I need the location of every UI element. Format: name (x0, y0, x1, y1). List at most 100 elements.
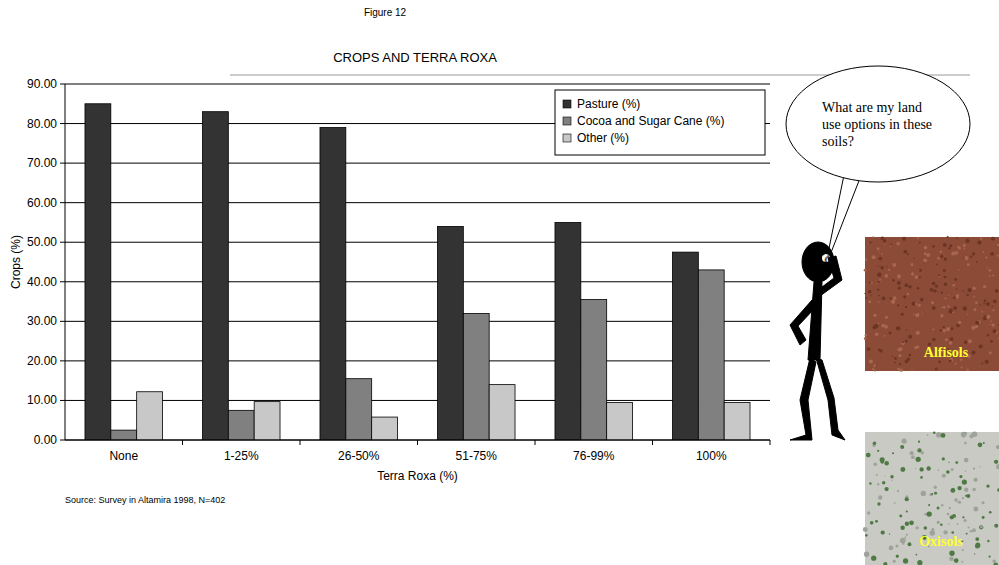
grain (882, 296, 886, 300)
plant (957, 523, 959, 525)
grain (916, 331, 920, 335)
plant (877, 483, 879, 485)
grain (976, 261, 978, 263)
y-tick-label: 90.00 (27, 77, 57, 91)
plant (876, 474, 877, 475)
plant (931, 528, 934, 531)
grain (943, 243, 947, 247)
grain (971, 326, 975, 330)
plant (989, 511, 992, 514)
grain (968, 339, 972, 343)
tick-mark (60, 321, 65, 322)
bubble-text: What are my landuse options in thesesoil… (822, 100, 932, 149)
grain (870, 295, 872, 297)
grain (991, 305, 993, 307)
plant (878, 495, 882, 499)
bubble-line: soils? (822, 134, 854, 149)
grain (897, 274, 901, 278)
grain (942, 329, 946, 333)
plant (903, 558, 908, 563)
grain (905, 360, 909, 364)
grain (937, 257, 940, 260)
y-tick-label: 30.00 (27, 314, 57, 328)
plant (948, 462, 949, 463)
grain (981, 311, 983, 313)
grain (884, 274, 888, 278)
grain (914, 275, 918, 279)
plant (974, 553, 975, 554)
plant (883, 562, 887, 565)
plant (987, 540, 989, 542)
plant (937, 507, 940, 510)
plant (866, 453, 871, 458)
x-tick-mark (417, 440, 418, 445)
grain (949, 244, 952, 247)
grain (953, 297, 955, 299)
grain (986, 302, 990, 306)
grain (973, 296, 975, 298)
background (0, 0, 999, 565)
plant (873, 442, 876, 445)
grain (940, 314, 943, 317)
bar (85, 104, 111, 440)
grain (891, 300, 895, 304)
bar (724, 402, 750, 440)
plant (906, 510, 908, 512)
grain (958, 269, 959, 270)
grain (956, 324, 959, 327)
plant (942, 474, 946, 478)
x-tick-label: 100% (696, 449, 727, 463)
grain (890, 243, 892, 245)
grain (878, 251, 879, 252)
grain (872, 236, 874, 238)
grid-line (65, 84, 770, 85)
photo-bg (865, 432, 999, 565)
grain (878, 323, 880, 325)
tick-mark (60, 281, 65, 282)
grain (963, 257, 965, 259)
grain (892, 356, 893, 357)
plant (975, 543, 980, 548)
plant (920, 451, 924, 455)
grain (952, 312, 954, 314)
plant (933, 431, 936, 434)
plant (961, 432, 967, 438)
plant (905, 522, 909, 526)
grain (957, 246, 959, 248)
grain (897, 348, 901, 352)
plant (973, 468, 975, 470)
grain (985, 256, 987, 258)
plant (902, 542, 904, 544)
x-tick-mark (182, 440, 183, 445)
grain (886, 266, 887, 267)
grain (952, 284, 955, 287)
legend-swatch (563, 100, 571, 108)
plant (954, 558, 959, 563)
plant (965, 471, 966, 472)
grain (950, 311, 951, 312)
grain (874, 324, 878, 328)
grain (898, 347, 902, 351)
plant (994, 460, 998, 464)
plant (964, 458, 969, 463)
grain (873, 314, 876, 317)
grain (932, 282, 936, 286)
grain (991, 323, 994, 326)
grain (941, 292, 943, 294)
plant (964, 442, 967, 445)
plant (993, 563, 998, 565)
grain (991, 237, 995, 241)
grain (987, 267, 988, 268)
plant (889, 546, 894, 551)
grain (935, 284, 938, 287)
plant (873, 462, 877, 466)
grain (876, 283, 877, 284)
plant (915, 554, 917, 556)
grain (897, 304, 899, 306)
plant (946, 470, 950, 474)
plant (937, 521, 940, 524)
plant (870, 521, 874, 525)
grain (926, 253, 930, 257)
plant (996, 464, 999, 469)
bar (202, 112, 228, 440)
